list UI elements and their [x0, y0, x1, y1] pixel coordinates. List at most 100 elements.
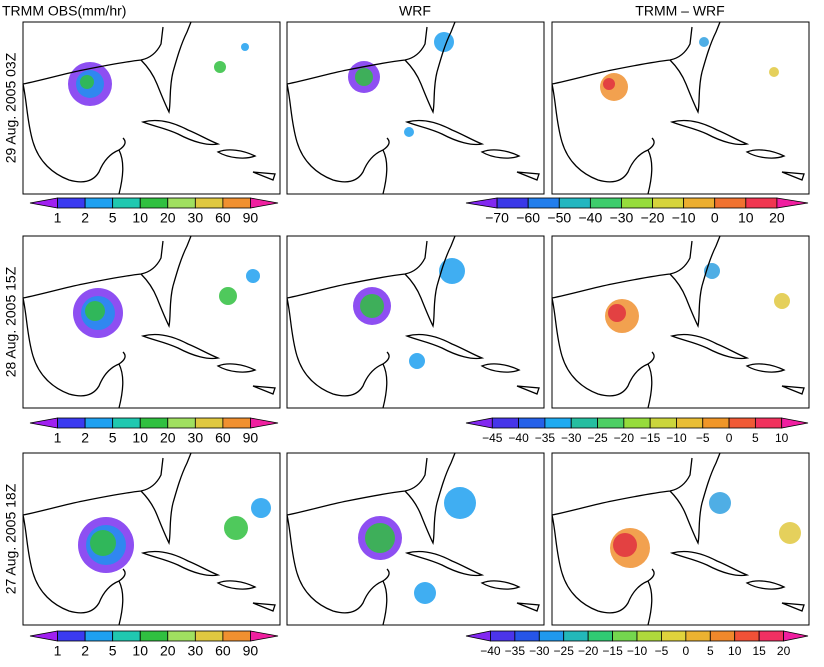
island [140, 119, 276, 181]
colorbar-label: 5 [109, 430, 117, 446]
colorbar-segment [649, 417, 677, 429]
colorbar-end [250, 630, 279, 642]
column-title: WRF [399, 3, 431, 19]
colorbar-label: 0 [683, 644, 690, 658]
panel-frame [22, 235, 281, 409]
colorbar-label: −20 [614, 431, 635, 445]
island [404, 333, 540, 395]
panel-frame [551, 235, 810, 409]
colorbar-segment [728, 417, 756, 429]
colorbar-label: −10 [672, 210, 696, 226]
colorbar-segment [538, 630, 565, 642]
precip-area [85, 301, 105, 321]
colorbar-end [776, 197, 809, 209]
coastline [286, 235, 456, 409]
colorbar-segment [652, 197, 685, 209]
colorbar-segment [84, 417, 114, 429]
colorbar-label: −40 [508, 431, 529, 445]
colorbar-segment [57, 630, 86, 642]
colorbar-segment [754, 417, 783, 429]
colorbar-label: 30 [188, 430, 204, 446]
colorbar-label: 10 [132, 210, 148, 226]
colorbar-segment [544, 417, 572, 429]
precip-area [444, 487, 476, 519]
colorbar-segment [676, 417, 704, 429]
colorbar-end [781, 417, 809, 429]
colorbar-label: −10 [666, 431, 687, 445]
map-panel [551, 235, 810, 409]
colorbar-segment [57, 417, 86, 429]
colorbar-label: −10 [627, 644, 648, 658]
colorbar-segment [194, 417, 224, 429]
panel-frame [22, 452, 281, 626]
colorbar-label: 30 [188, 643, 204, 659]
precip-area [251, 498, 271, 518]
precip-area [365, 523, 395, 553]
colorbar-label: 90 [243, 643, 259, 659]
colorbar-end [465, 197, 498, 209]
colorbar-label: −35 [535, 431, 556, 445]
colorbar-segment [612, 630, 638, 642]
island [669, 550, 805, 612]
colorbar-segment [758, 630, 784, 642]
colorbar-segment [527, 197, 560, 209]
colorbar-label: 5 [109, 643, 117, 659]
coastline [22, 21, 192, 195]
colorbar-segment [491, 417, 520, 429]
colorbar-end [783, 630, 809, 642]
colorbar-end [29, 630, 58, 642]
colorbar-segment [222, 197, 251, 209]
colorbar-segment [558, 197, 591, 209]
colorbar-label: 30 [188, 210, 204, 226]
coastline [22, 235, 192, 409]
colorbar-segment [518, 417, 546, 429]
colorbar-label: 10 [132, 643, 148, 659]
island [404, 550, 540, 612]
colorbar-segment [623, 417, 651, 429]
colorbar-label: 10 [728, 644, 742, 658]
coastline [286, 21, 456, 195]
colorbar-label: 0 [726, 431, 733, 445]
colorbar-segment [589, 197, 622, 209]
colorbar-label: −20 [641, 210, 665, 226]
precip-area [613, 533, 637, 557]
colorbar-segment [112, 197, 141, 209]
colorbar-segment [709, 630, 736, 642]
colorbar-label: 90 [243, 430, 259, 446]
colorbar-segment [490, 630, 516, 642]
precip-area [608, 304, 626, 322]
colorbar-label: −15 [602, 644, 623, 658]
island [669, 119, 805, 181]
colorbar-segment [84, 197, 114, 209]
colorbar-end [29, 197, 58, 209]
colorbar-segment [222, 630, 251, 642]
colorbar-segment [112, 417, 141, 429]
panel-frame [286, 235, 545, 409]
island [669, 333, 805, 395]
colorbar-label: 5 [752, 431, 759, 445]
colorbar-label: −40 [480, 644, 501, 658]
precip-area [355, 68, 373, 86]
colorbar-label: 0 [711, 210, 719, 226]
colorbar-segment [222, 417, 251, 429]
colorbar-end [250, 197, 279, 209]
colorbar-label: 10 [738, 210, 754, 226]
colorbar-segment [636, 630, 662, 642]
colorbar-end [29, 417, 58, 429]
map-panel [22, 235, 281, 409]
colorbar-segment [621, 197, 653, 209]
colorbar-segment [683, 197, 716, 209]
colorbar-segment [139, 417, 169, 429]
precip-area [404, 127, 414, 137]
map-panel [551, 452, 810, 626]
colorbar-label: 5 [707, 644, 714, 658]
precip-area [603, 78, 615, 90]
colorbar-label: −30 [610, 210, 634, 226]
colorbar-label: −5 [696, 431, 710, 445]
colorbar-segment [661, 630, 687, 642]
colorbar-label: 20 [160, 430, 176, 446]
colorbar-segment [139, 630, 169, 642]
island [140, 333, 276, 395]
precip-area [699, 37, 709, 47]
map-panel [22, 452, 281, 626]
